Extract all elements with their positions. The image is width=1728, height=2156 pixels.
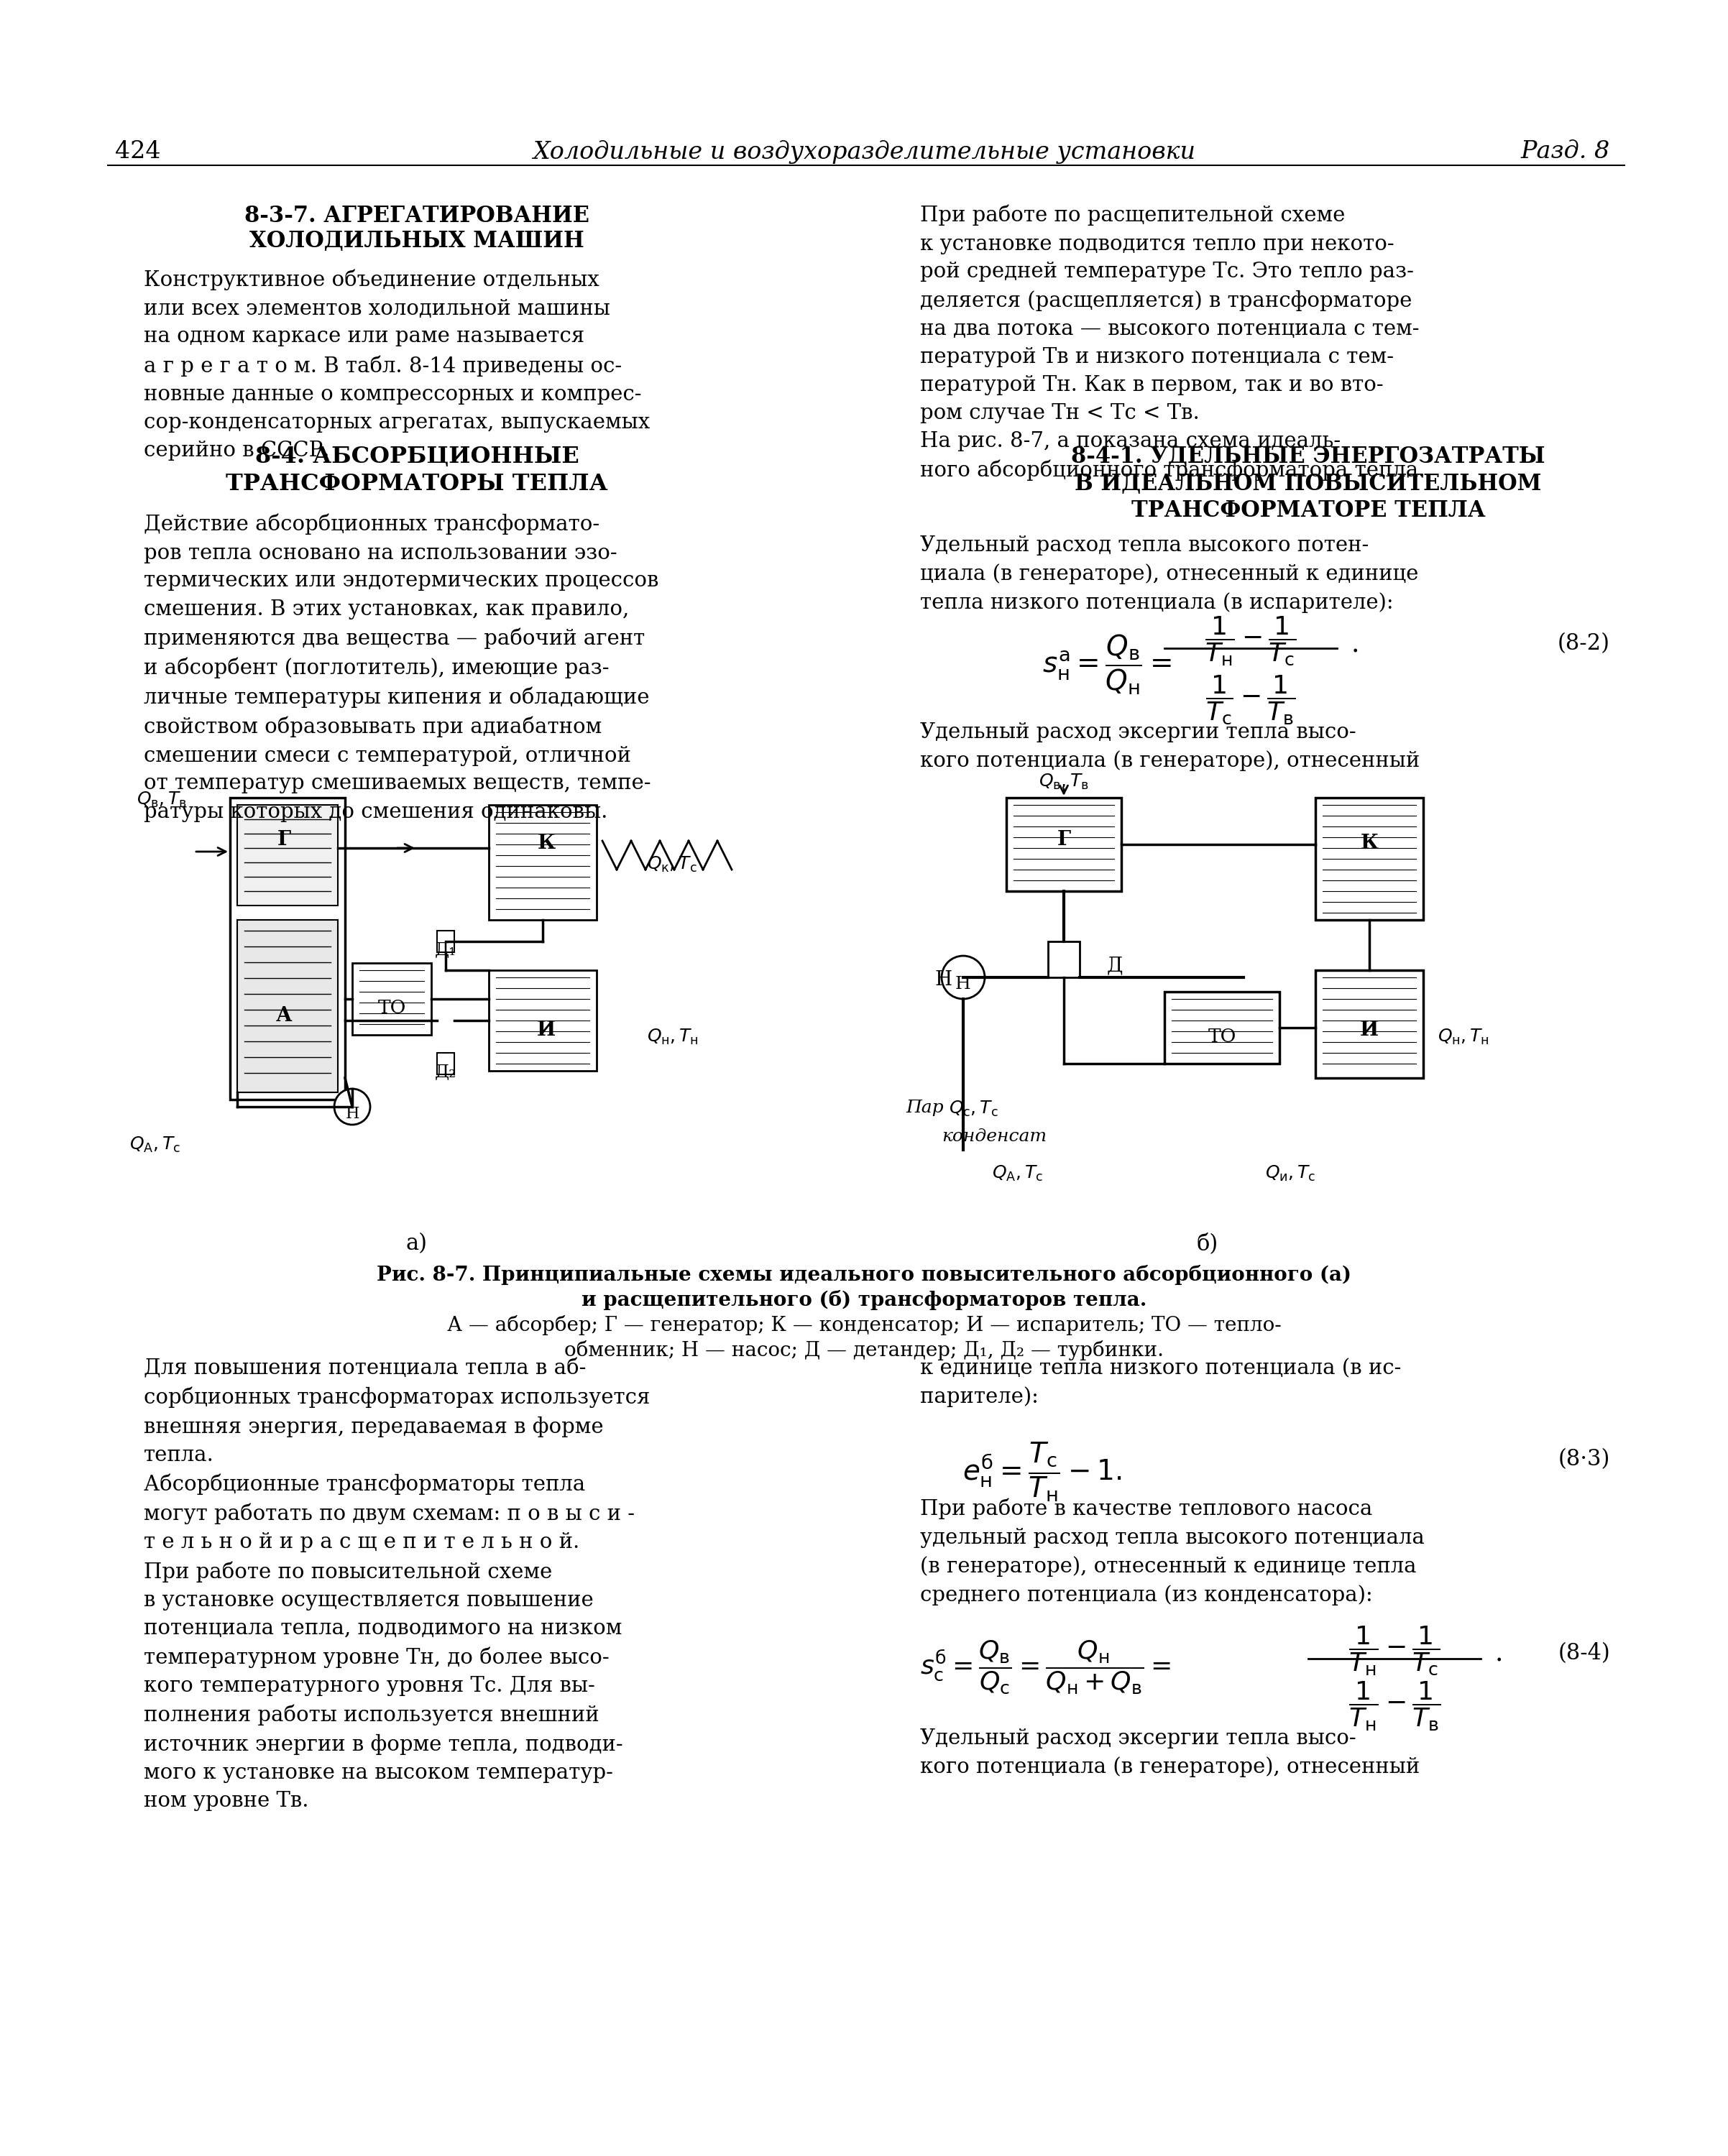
Text: Разд. 8: Разд. 8 [1521,140,1610,164]
Text: $\dfrac{1}{T_{\rm н}} - \dfrac{1}{T_{\rm в}}$: $\dfrac{1}{T_{\rm н}} - \dfrac{1}{T_{\rm… [1348,1680,1441,1733]
Text: 424: 424 [116,140,161,164]
Text: ТРАНСФОРМАТОРЫ ТЕПЛА: ТРАНСФОРМАТОРЫ ТЕПЛА [226,472,608,496]
Text: К: К [1360,834,1379,854]
Text: $\dfrac{1}{T_{\rm н}} - \dfrac{1}{T_{\rm с}}$: $\dfrac{1}{T_{\rm н}} - \dfrac{1}{T_{\rm… [1204,614,1296,666]
Text: ТРАНСФОРМАТОРЕ ТЕПЛА: ТРАНСФОРМАТОРЕ ТЕПЛА [1132,500,1486,522]
Text: Д₂: Д₂ [435,1063,456,1080]
Text: Г: Г [1058,830,1071,849]
Polygon shape [237,804,339,906]
Text: (8·3): (8·3) [1559,1449,1610,1470]
Text: Удельный расход эксергии тепла высо-
кого потенциала (в генераторе), отнесенный: Удельный расход эксергии тепла высо- ког… [919,1729,1420,1777]
Text: Пар: Пар [905,1100,949,1117]
Text: $Q_{\rm и},T_{\rm с}$: $Q_{\rm и},T_{\rm с}$ [1265,1164,1315,1184]
Text: Д: Д [1108,955,1123,975]
Text: а): а) [406,1233,429,1255]
Text: А — абсорбер; Г — генератор; К — конденсатор; И — испаритель; ТО — тепло-: А — абсорбер; Г — генератор; К — конденс… [448,1315,1280,1335]
Text: 8-4. АБСОРБЦИОННЫЕ: 8-4. АБСОРБЦИОННЫЕ [256,446,579,468]
Text: к единице тепла низкого потенциала (в ис-
парителе):: к единице тепла низкого потенциала (в ис… [919,1358,1401,1408]
Text: Г: Г [276,830,290,849]
Text: И: И [1360,1020,1379,1039]
Text: Для повышения потенциала тепла в аб-
сорбционных трансформаторах используется
вн: Для повышения потенциала тепла в аб- сор… [143,1358,650,1811]
Text: Удельный расход эксергии тепла высо-
кого потенциала (в генераторе), отнесенный: Удельный расход эксергии тепла высо- ког… [919,722,1420,772]
Text: .: . [1495,1643,1503,1667]
Text: 8-4-1. УДЕЛЬНЫЕ ЭНЕРГОЗАТРАТЫ: 8-4-1. УДЕЛЬНЫЕ ЭНЕРГОЗАТРАТЫ [1071,446,1545,468]
Text: и расщепительного (б) трансформаторов тепла.: и расщепительного (б) трансформаторов те… [581,1289,1147,1311]
Text: обменник; Н — насос; Д — детандер; Д₁, Д₂ — турбинки.: обменник; Н — насос; Д — детандер; Д₁, Д… [565,1341,1163,1360]
Text: Н: Н [956,977,971,992]
Text: .: . [1351,632,1360,658]
Text: $\dfrac{1}{T_{\rm н}} - \dfrac{1}{T_{\rm с}}$: $\dfrac{1}{T_{\rm н}} - \dfrac{1}{T_{\rm… [1348,1623,1439,1677]
Text: $Q_{\rm в},T_{\rm в}$: $Q_{\rm в},T_{\rm в}$ [1039,772,1089,791]
Text: Действие абсорбционных трансформато-
ров тепла основано на использовании эзо-
те: Действие абсорбционных трансформато- ров… [143,513,658,821]
Text: $Q_{\rm к},T_{\rm с}$: $Q_{\rm к},T_{\rm с}$ [646,856,696,873]
Text: $e_{\rm н}^{\rm б} = \dfrac{T_{\rm с}}{T_{\rm н}} - 1.$: $e_{\rm н}^{\rm б} = \dfrac{T_{\rm с}}{T… [962,1440,1121,1503]
Text: конденсат: конденсат [942,1128,1047,1145]
Text: И: И [537,1020,556,1039]
Text: ТО: ТО [378,998,406,1018]
Text: При работе по расщепительной схеме
к установке подводится тепло при некото-
рой : При работе по расщепительной схеме к уст… [919,205,1426,481]
Text: $Q_{\rm A},T_{\rm с}$: $Q_{\rm A},T_{\rm с}$ [992,1164,1044,1184]
Text: Рис. 8-7. Принципиальные схемы идеального повысительного абсорбционного (а): Рис. 8-7. Принципиальные схемы идеальног… [377,1266,1351,1285]
Polygon shape [237,921,339,1093]
Text: Д₁: Д₁ [435,942,456,957]
Text: А: А [276,1007,292,1026]
Text: К: К [537,834,555,854]
Text: 8-3-7. АГРЕГАТИРОВАНИЕ: 8-3-7. АГРЕГАТИРОВАНИЕ [244,205,589,226]
Text: Холодильные и воздухоразделительные установки: Холодильные и воздухоразделительные уста… [532,140,1196,164]
Text: При работе в качестве теплового насоса
удельный расход тепла высокого потенциала: При работе в качестве теплового насоса у… [919,1498,1424,1606]
Text: Удельный расход тепла высокого потен-
циала (в генераторе), отнесенный к единице: Удельный расход тепла высокого потен- ци… [919,535,1419,612]
Text: $Q_{\rm н},T_{\rm н}$: $Q_{\rm н},T_{\rm н}$ [1438,1028,1490,1046]
Circle shape [942,955,985,998]
Text: В ИДЕАЛЬНОМ ПОВЫСИТЕЛЬНОМ: В ИДЕАЛЬНОМ ПОВЫСИТЕЛЬНОМ [1075,472,1541,496]
Text: Н: Н [346,1106,359,1121]
Text: Конструктивное объединение отдельных
или всех элементов холодильной машины
на од: Конструктивное объединение отдельных или… [143,270,650,461]
Circle shape [334,1089,370,1125]
Text: $Q_{\rm A},T_{\rm с}$: $Q_{\rm A},T_{\rm с}$ [130,1136,180,1153]
Text: $Q_{\rm с},T_{\rm с}$: $Q_{\rm с},T_{\rm с}$ [949,1100,999,1119]
Text: (8-2): (8-2) [1557,632,1610,655]
Text: ТО: ТО [1208,1028,1236,1046]
Text: (8-4): (8-4) [1559,1643,1610,1664]
Text: $s_{\rm с}^{\rm б} = \dfrac{Q_{\rm в}}{Q_{\rm с}} = \dfrac{Q_{\rm н}}{Q_{\rm н}+: $s_{\rm с}^{\rm б} = \dfrac{Q_{\rm в}}{Q… [919,1639,1172,1695]
Text: $s_{\rm н}^{\rm а} = \dfrac{Q_{\rm в}}{Q_{\rm н}} = $: $s_{\rm н}^{\rm а} = \dfrac{Q_{\rm в}}{Q… [1042,632,1172,696]
Text: ХОЛОДИЛЬНЫХ МАШИН: ХОЛОДИЛЬНЫХ МАШИН [249,231,584,252]
Text: $\dfrac{1}{T_{\rm с}} - \dfrac{1}{T_{\rm в}}$: $\dfrac{1}{T_{\rm с}} - \dfrac{1}{T_{\rm… [1206,673,1296,727]
Text: $Q_{\rm н},T_{\rm н}$: $Q_{\rm н},T_{\rm н}$ [646,1028,698,1046]
Text: $Q_{\rm в},T_{\rm в}$: $Q_{\rm в},T_{\rm в}$ [137,791,187,808]
Text: б): б) [1198,1233,1218,1255]
Text: Н: Н [935,970,952,990]
